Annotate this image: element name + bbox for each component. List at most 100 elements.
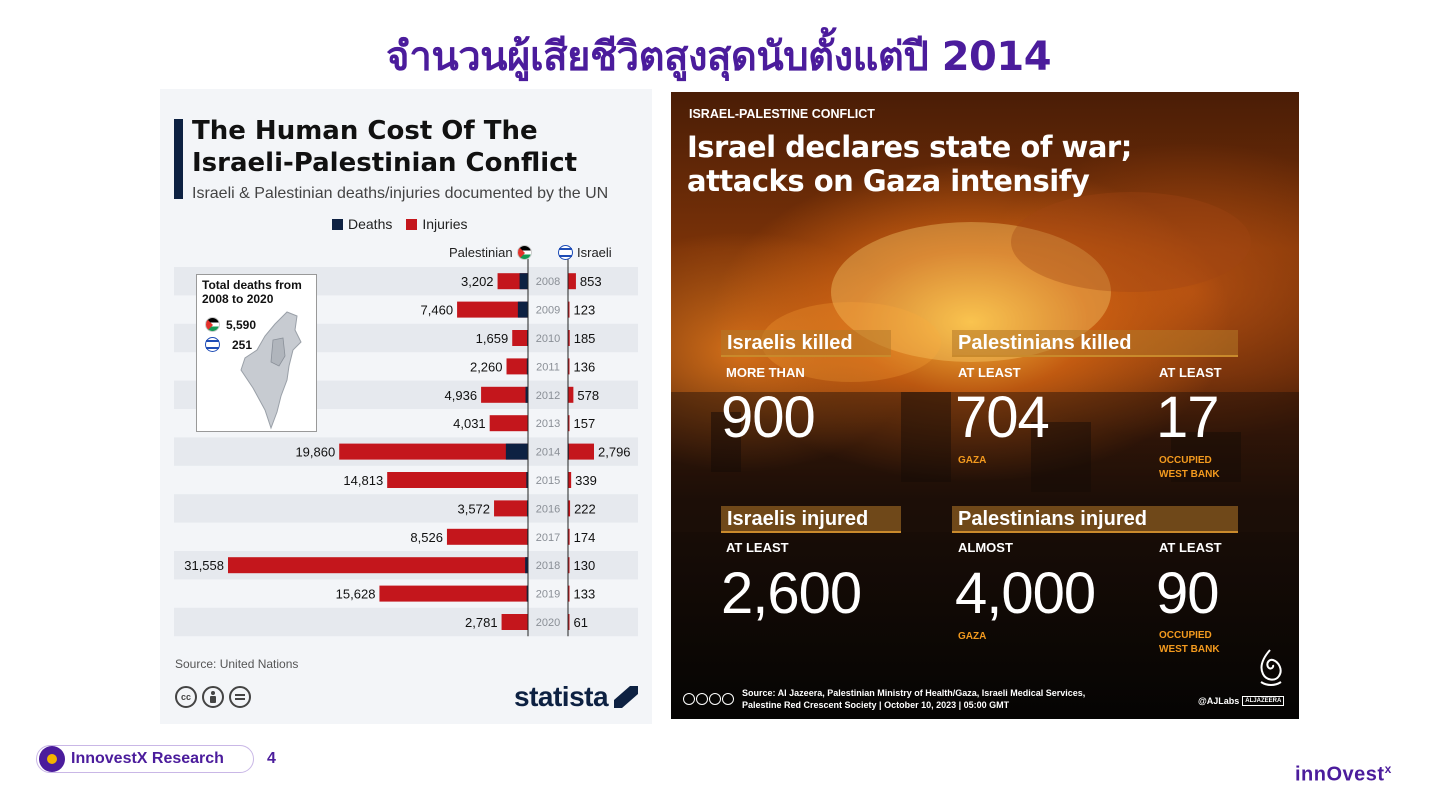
palestinian-injuries-bar [489, 415, 528, 432]
palestinian-value-label: 4,936 [445, 388, 478, 403]
brand-pill-text: InnovestX Research [71, 750, 224, 767]
legend-item-deaths: Deaths [332, 216, 392, 232]
israeli-injuries-bar [568, 614, 570, 630]
palestinian-injuries-bar [339, 443, 528, 460]
map-value-israeli: 251 [232, 337, 253, 352]
palestinian-deaths-bar [526, 472, 528, 488]
year-label: 2015 [536, 475, 560, 487]
palestinian-value-label: 15,628 [336, 587, 376, 602]
statista-logo: statista [514, 681, 639, 713]
legend-swatch-deaths [332, 218, 343, 230]
legend-item-injuries: Injuries [406, 216, 468, 232]
year-label: 2010 [536, 333, 560, 345]
palestinian-value-label: 19,860 [295, 445, 335, 460]
side-label-palestinian: Palestinian [449, 245, 532, 260]
cc-license-icon [683, 693, 734, 705]
aj-handle-text: @AJLabs [1198, 696, 1240, 706]
legend-swatch-injuries [406, 218, 418, 230]
palestinian-deaths-bar [526, 500, 528, 517]
palestinian-deaths-bar [525, 557, 528, 574]
westbank-injured-location-2: WEST BANK [1159, 644, 1220, 655]
year-label: 2020 [536, 617, 560, 629]
palestinian-deaths-bar [525, 386, 528, 403]
palestinian-injuries-bar [457, 301, 528, 318]
chart-legend: Deaths Injuries [332, 216, 468, 232]
aj-handle: @AJLabs ALJAZEERA [1198, 696, 1285, 706]
israeli-injuries-bar [568, 415, 570, 432]
year-label: 2013 [536, 418, 560, 430]
palestinian-injuries-bar [494, 500, 528, 517]
israelis-injured-qualifier: AT LEAST [726, 540, 789, 555]
israeli-injuries-bar [568, 472, 572, 488]
gaza-killed-number: 704 [955, 385, 1050, 450]
israeli-value-label: 339 [575, 473, 597, 488]
year-label: 2016 [536, 503, 560, 515]
map-value-palestinian: 5,590 [226, 317, 257, 332]
search-lens-icon [39, 746, 65, 772]
israeli-value-label: 222 [574, 501, 596, 516]
cc-icon: cc [175, 686, 197, 708]
palestinian-value-label: 14,813 [343, 473, 383, 488]
westbank-killed-location-2: WEST BANK [1159, 469, 1220, 480]
aljazeera-infographic: ISRAEL-PALESTINE CONFLICT Israel declare… [671, 92, 1299, 719]
year-label: 2008 [536, 276, 560, 288]
statista-logo-text: statista [514, 681, 609, 712]
westbank-killed-location-1: OCCUPIED [1159, 455, 1212, 466]
palestinian-deaths-bar [505, 443, 528, 460]
palestinian-deaths-bar [526, 358, 528, 375]
palestine-flag-icon [205, 317, 220, 332]
total-deaths-map-box: Total deaths from 2008 to 2020 5,590 251 [196, 274, 317, 432]
palestinian-injuries-bar [446, 528, 528, 545]
aj-source-line-1: Source: Al Jazeera, Palestinian Ministry… [742, 688, 1086, 698]
palestinian-injuries-bar [387, 472, 528, 488]
year-label: 2018 [536, 560, 560, 572]
aj-source: Source: Al Jazeera, Palestinian Ministry… [742, 687, 1142, 711]
israeli-value-label: 133 [574, 587, 596, 602]
palestinian-deaths-bar [517, 301, 528, 318]
palestinian-value-label: 1,659 [476, 331, 509, 346]
tag-israelis-killed: Israelis killed [721, 330, 891, 357]
chart-subtitle: Israeli & Palestinian deaths/injuries do… [192, 185, 609, 202]
statista-logo-icon [614, 686, 639, 708]
page-number: 4 [267, 750, 276, 767]
year-label: 2009 [536, 305, 560, 317]
westbank-injured-location-1: OCCUPIED [1159, 630, 1212, 641]
israeli-value-label: 157 [574, 416, 596, 431]
palestinian-value-label: 4,031 [453, 416, 486, 431]
company-logo-sup: x [1384, 762, 1392, 776]
israeli-value-label: 136 [574, 359, 596, 374]
westbank-killed-qualifier: AT LEAST [1159, 365, 1222, 380]
palestinian-deaths-bar [526, 585, 528, 602]
westbank-injured-number: 90 [1156, 561, 1220, 626]
israeli-injuries-bar [568, 557, 570, 574]
israeli-value-label: 130 [574, 558, 596, 573]
chart-title: The Human Cost Of The Israeli-Palestinia… [192, 116, 578, 178]
palestinian-value-label: 2,781 [465, 615, 498, 630]
title-accent-bar [174, 119, 183, 199]
israeli-value-label: 61 [574, 615, 588, 630]
palestinian-value-label: 7,460 [421, 303, 454, 318]
palestinian-value-label: 3,202 [461, 274, 494, 289]
map-box-title: Total deaths from 2008 to 2020 [202, 278, 302, 306]
legend-label-deaths: Deaths [348, 216, 393, 232]
israeli-injuries-bar [568, 358, 570, 375]
palestinian-injuries-bar [501, 614, 528, 630]
palestinian-value-label: 3,572 [457, 501, 490, 516]
israeli-injuries-bar [568, 330, 570, 346]
person-attribution-icon [202, 686, 224, 708]
israeli-value-label: 853 [580, 274, 602, 289]
year-label: 2012 [536, 390, 560, 402]
year-label: 2017 [536, 532, 560, 544]
aj-headline: Israel declares state of war; attacks on… [687, 130, 1132, 198]
map-row-israeli: 251 [205, 337, 252, 352]
legend-label-injuries: Injuries [422, 216, 468, 232]
license-icons: cc [175, 686, 251, 708]
statista-infographic: 3,202 2008 853 7,460 2009 123 1,659 2010 185 2,26… [160, 89, 652, 724]
israeli-injuries-bar [568, 585, 570, 602]
palestinian-injuries-bar [506, 358, 528, 375]
side-label-israeli: Israeli [558, 245, 612, 260]
side-label-israeli-text: Israeli [577, 245, 612, 260]
israeli-injuries-bar [568, 443, 594, 460]
row-band [174, 494, 638, 523]
israel-palestine-map-icon [240, 311, 302, 430]
